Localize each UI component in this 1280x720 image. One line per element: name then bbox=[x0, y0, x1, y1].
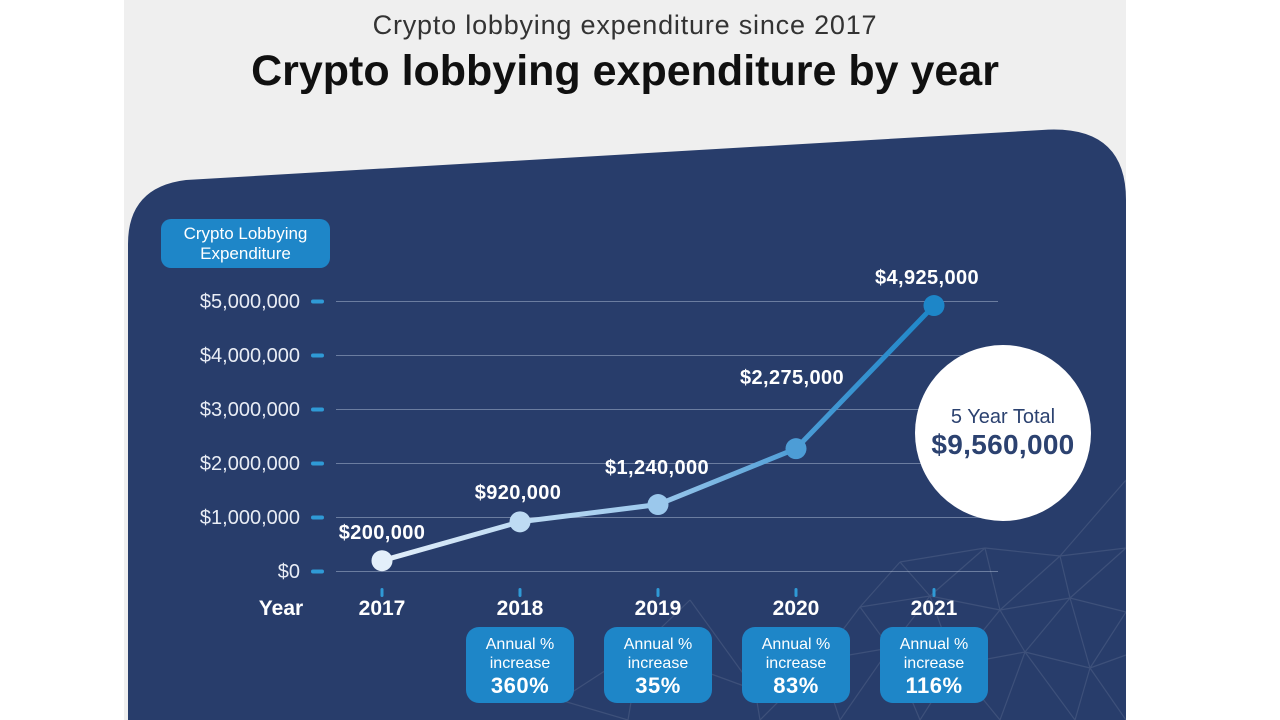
total-label: 5 Year Total bbox=[950, 405, 1056, 428]
page-title: Crypto lobbying expenditure by year bbox=[251, 47, 999, 95]
y-axis-label: $3,000,000 bbox=[199, 398, 300, 421]
data-point-2019 bbox=[647, 494, 669, 516]
y-axis-label: $1,000,000 bbox=[199, 506, 300, 529]
total-value: $9,560,000 bbox=[931, 428, 1075, 460]
annual-increase-line1: Annual % bbox=[485, 636, 555, 653]
y-axis-label: $2,000,000 bbox=[199, 452, 300, 475]
y-axis-label: $4,000,000 bbox=[199, 344, 300, 367]
x-axis-year-label: 2020 bbox=[772, 597, 820, 620]
annual-increase-value: 35% bbox=[635, 673, 681, 698]
data-point-label: $920,000 bbox=[474, 482, 562, 504]
chart-subtitle: Crypto lobbying expenditure since 2017 bbox=[372, 10, 878, 40]
annual-increase-line1: Annual % bbox=[899, 636, 969, 653]
annual-increase-line2: increase bbox=[489, 655, 551, 672]
annual-increase-badge-2021: Annual % increase 116% bbox=[880, 627, 988, 703]
annual-increase-badge-2019: Annual % increase 35% bbox=[604, 627, 712, 703]
data-point-label: $2,275,000 bbox=[739, 367, 845, 389]
annual-increase-value: 360% bbox=[490, 673, 550, 698]
data-point-2017 bbox=[371, 550, 393, 572]
series-legend-badge: Crypto Lobbying Expenditure bbox=[161, 219, 330, 268]
x-axis-year-label: 2017 bbox=[358, 597, 406, 620]
annual-increase-badge-2020: Annual % increase 83% bbox=[742, 627, 850, 703]
line-series bbox=[371, 295, 945, 572]
series-legend-line1: Crypto Lobbying bbox=[183, 223, 308, 243]
annual-increase-value: 83% bbox=[773, 673, 819, 698]
y-axis-label: $5,000,000 bbox=[199, 290, 300, 313]
x-axis-year-label: 2018 bbox=[496, 597, 544, 620]
x-axis-year-label: 2019 bbox=[634, 597, 682, 620]
data-point-label: $1,240,000 bbox=[604, 457, 710, 479]
x-axis-year-label: 2021 bbox=[910, 597, 958, 620]
annual-increase-badge-2018: Annual % increase 360% bbox=[466, 627, 574, 703]
series-legend-line2: Expenditure bbox=[200, 243, 291, 263]
data-point-label: $4,925,000 bbox=[874, 267, 980, 289]
annual-increase-value: 116% bbox=[905, 673, 963, 698]
annual-increase-line1: Annual % bbox=[761, 636, 831, 653]
data-point-2020 bbox=[785, 438, 807, 460]
annual-increase-line2: increase bbox=[627, 655, 689, 672]
x-axis-title: Year bbox=[258, 597, 304, 620]
five-year-total-callout: 5 Year Total $9,560,000 bbox=[915, 345, 1091, 521]
panel-background bbox=[128, 129, 1126, 720]
annual-increase-line2: increase bbox=[903, 655, 965, 672]
data-point-2018 bbox=[509, 511, 531, 533]
annual-increase-line1: Annual % bbox=[623, 636, 693, 653]
data-point-label: $200,000 bbox=[338, 522, 426, 544]
annual-increase-line2: increase bbox=[765, 655, 827, 672]
y-axis-label: $0 bbox=[277, 560, 300, 583]
axis-ticks bbox=[311, 299, 936, 597]
data-point-2021 bbox=[923, 295, 945, 317]
